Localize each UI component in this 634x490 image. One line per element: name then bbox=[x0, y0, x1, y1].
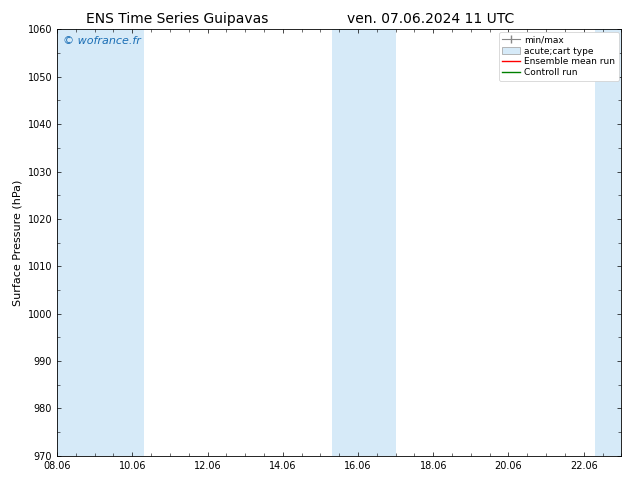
Text: ENS Time Series Guipavas: ENS Time Series Guipavas bbox=[86, 12, 269, 26]
Bar bbox=[57, 29, 84, 456]
Y-axis label: Surface Pressure (hPa): Surface Pressure (hPa) bbox=[12, 179, 22, 306]
Text: ven. 07.06.2024 11 UTC: ven. 07.06.2024 11 UTC bbox=[347, 12, 515, 26]
Bar bbox=[332, 29, 396, 456]
Text: © wofrance.fr: © wofrance.fr bbox=[63, 36, 141, 46]
Bar bbox=[84, 29, 143, 456]
Legend: min/max, acute;cart type, Ensemble mean run, Controll run: min/max, acute;cart type, Ensemble mean … bbox=[499, 32, 619, 81]
Bar bbox=[595, 29, 621, 456]
